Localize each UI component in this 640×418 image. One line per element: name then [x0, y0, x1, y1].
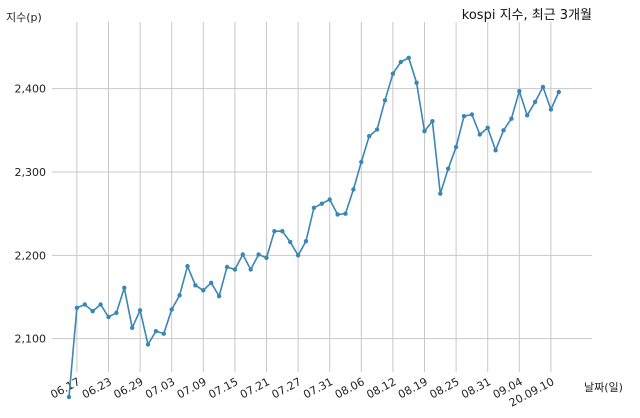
x-tick-label: 08.12: [364, 375, 398, 401]
data-point: [209, 280, 214, 286]
data-point: [106, 314, 111, 320]
y-tick-label: 2,100: [15, 333, 47, 346]
data-point: [556, 89, 561, 95]
data-point: [509, 116, 514, 121]
data-point: [390, 71, 396, 76]
data-point: [422, 128, 427, 134]
data-point: [367, 133, 372, 139]
data-point: [74, 305, 80, 311]
data-point: [359, 159, 364, 165]
data-point: [177, 293, 182, 298]
data-point: [446, 166, 451, 171]
data-point: [145, 342, 151, 347]
data-point: [122, 285, 127, 291]
data-point: [185, 263, 190, 269]
data-point: [130, 325, 135, 331]
data-point: [216, 293, 222, 299]
x-tick-label: 06.23: [80, 375, 114, 401]
data-point: [493, 148, 498, 153]
data-point: [98, 302, 103, 307]
vertical-gridlines: [76, 22, 552, 372]
x-tick-label: 07.15: [206, 375, 240, 401]
y-tick-label: 2,200: [15, 249, 47, 262]
horizontal-gridlines: [52, 88, 592, 340]
data-point: [201, 288, 206, 293]
x-tick-label: 07.31: [301, 375, 335, 401]
data-point: [169, 307, 174, 312]
data-point: [153, 328, 159, 334]
data-point: [66, 394, 72, 400]
data-point: [461, 113, 467, 119]
y-axis-title: 지수(p): [6, 11, 42, 24]
series-points: [66, 55, 561, 400]
data-point: [501, 128, 506, 133]
data-point: [256, 252, 261, 257]
data-point: [193, 283, 198, 288]
data-point: [82, 302, 88, 307]
data-point: [525, 113, 530, 118]
data-point: [240, 252, 245, 257]
data-point: [295, 253, 301, 258]
y-tick-labels: 2,100 2,200 2,300 2,400: [15, 83, 47, 346]
data-point: [311, 205, 317, 211]
x-tick-label: 07.03: [143, 375, 177, 401]
data-point: [327, 197, 332, 202]
data-point: [351, 187, 356, 192]
data-point: [517, 88, 522, 94]
data-point: [288, 239, 293, 245]
x-tick-label: 06.29: [112, 375, 146, 401]
x-tick-label: 08.06: [333, 375, 367, 401]
data-point: [343, 211, 348, 216]
data-point: [438, 191, 443, 196]
x-tick-label: 08.31: [459, 375, 493, 401]
data-point: [114, 310, 119, 316]
data-point: [232, 267, 238, 272]
data-point: [264, 255, 269, 261]
series-line: [68, 56, 560, 398]
data-point: [485, 125, 490, 131]
data-point: [414, 80, 419, 86]
x-axis-title: 날짜(일): [584, 380, 623, 394]
x-tick-label: 07.27: [270, 375, 304, 401]
data-point: [406, 55, 411, 61]
x-tick-label: 08.25: [428, 375, 462, 401]
data-point: [382, 98, 388, 103]
x-tick-label: 06.17: [48, 375, 82, 401]
data-point: [548, 107, 554, 112]
data-point: [374, 127, 380, 132]
x-tick-labels: 06.1706.2306.2907.0307.0907.1507.2107.27…: [48, 375, 556, 409]
x-tick-label: 08.19: [396, 375, 430, 401]
data-point: [161, 331, 166, 336]
data-point: [272, 228, 277, 234]
data-point: [430, 118, 435, 124]
data-point: [532, 99, 538, 105]
data-point: [469, 112, 475, 117]
data-point: [280, 228, 285, 234]
y-tick-label: 2,400: [15, 83, 47, 96]
y-tick-label: 2,300: [15, 166, 47, 179]
data-point: [319, 201, 324, 206]
data-point: [398, 59, 403, 65]
data-point: [477, 132, 482, 137]
data-point: [335, 212, 340, 217]
x-tick-label: 07.09: [175, 375, 209, 401]
data-point: [248, 267, 253, 272]
data-point: [137, 308, 143, 313]
data-point: [540, 84, 546, 90]
data-point: [90, 308, 95, 314]
x-tick-label: 07.21: [238, 375, 272, 401]
data-point: [224, 264, 230, 270]
data-point: [303, 238, 309, 244]
chart-title: kospi 지수, 최근 3개월: [462, 8, 592, 23]
data-point: [453, 144, 459, 150]
